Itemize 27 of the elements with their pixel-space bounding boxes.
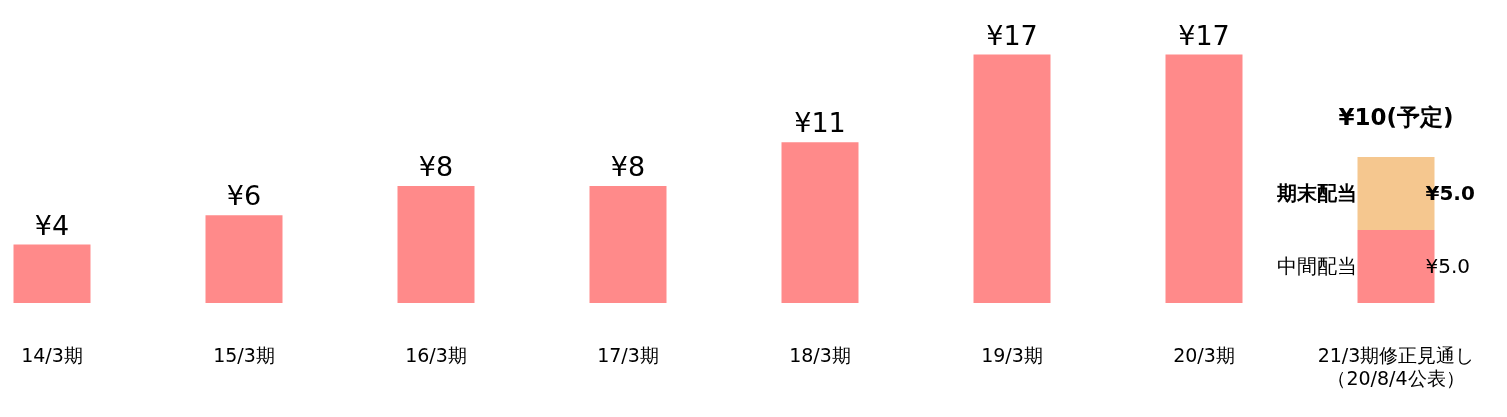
x-tick-label: 16/3期 bbox=[405, 343, 467, 366]
x-tick-label: 18/3期 bbox=[789, 343, 851, 366]
bar bbox=[589, 186, 667, 303]
bar bbox=[781, 142, 859, 303]
data-label: ¥8 bbox=[610, 151, 646, 183]
x-tick-label: 19/3期 bbox=[981, 343, 1043, 366]
data-label: ¥8 bbox=[418, 151, 454, 183]
bar bbox=[13, 244, 91, 303]
bar bbox=[397, 186, 475, 303]
x-tick-label: 17/3期 bbox=[597, 343, 659, 366]
data-label: ¥11 bbox=[794, 107, 846, 139]
x-tick-label: 21/3期修正見通し（20/8/4公表） bbox=[1317, 343, 1475, 389]
data-label: ¥5.0 bbox=[1425, 254, 1471, 279]
x-tick-label: 14/3期 bbox=[21, 343, 83, 366]
series-label: 中間配当 bbox=[1277, 254, 1357, 279]
bar bbox=[205, 215, 283, 303]
bar bbox=[1165, 54, 1243, 303]
data-label: ¥6 bbox=[226, 180, 262, 212]
total-label: ¥10(予定) bbox=[1338, 103, 1454, 130]
series-label: 期末配当 bbox=[1276, 181, 1357, 206]
data-label: ¥17 bbox=[986, 19, 1038, 51]
data-label: ¥5.0 bbox=[1425, 181, 1475, 206]
data-label: ¥17 bbox=[1178, 19, 1230, 51]
x-tick-label: 15/3期 bbox=[213, 343, 275, 366]
x-tick-label: 20/3期 bbox=[1173, 343, 1235, 366]
data-label: ¥4 bbox=[34, 209, 70, 241]
bar bbox=[973, 54, 1051, 303]
